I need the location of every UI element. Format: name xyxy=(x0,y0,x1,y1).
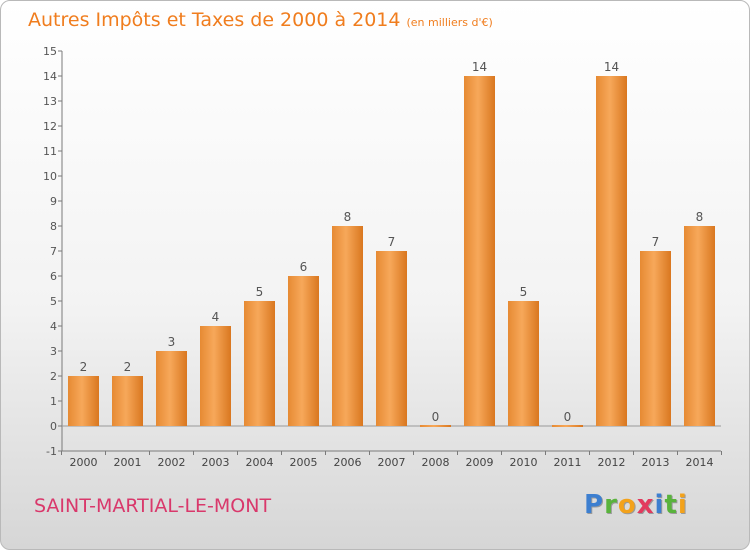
bar xyxy=(640,251,671,426)
bar xyxy=(200,326,231,426)
y-tick-label: 1 xyxy=(50,395,57,408)
data-labels: 2 2 3 4 5 6 8 7 0 14 5 0 14 7 8 xyxy=(80,60,704,424)
y-tick-label: 15 xyxy=(43,45,57,58)
y-tick-label: 9 xyxy=(50,195,57,208)
data-label: 2 xyxy=(80,360,88,374)
bar xyxy=(112,376,143,426)
y-tick-label: -1 xyxy=(46,445,57,458)
x-tick-label: 2013 xyxy=(642,456,670,469)
bar xyxy=(464,76,495,426)
x-tick-label: 2000 xyxy=(70,456,98,469)
data-label: 3 xyxy=(168,335,176,349)
data-label: 7 xyxy=(388,235,396,249)
data-label: 7 xyxy=(652,235,660,249)
bar xyxy=(552,425,583,427)
y-tick-label: 2 xyxy=(50,370,57,383)
x-tick-label: 2011 xyxy=(554,456,582,469)
x-tick-label: 2004 xyxy=(246,456,274,469)
x-tick-label: 2002 xyxy=(158,456,186,469)
chart-subtitle: (en milliers d'€) xyxy=(406,16,493,29)
x-tick-label: 2003 xyxy=(202,456,230,469)
logo-letter: P xyxy=(584,490,605,520)
bar xyxy=(596,76,627,426)
x-tick-label: 2005 xyxy=(290,456,318,469)
x-tick-label: 2012 xyxy=(598,456,626,469)
y-tick-label: 7 xyxy=(50,245,57,258)
data-label: 14 xyxy=(472,60,487,74)
data-label: 5 xyxy=(256,285,264,299)
bar xyxy=(376,251,407,426)
data-label: 14 xyxy=(604,60,619,74)
logo-letter: i xyxy=(654,490,665,520)
bar xyxy=(684,226,715,426)
x-tick-label: 2010 xyxy=(510,456,538,469)
data-label: 0 xyxy=(564,410,572,424)
data-label: 0 xyxy=(432,410,440,424)
proxiti-logo[interactable]: Proxiti xyxy=(584,490,688,520)
chart-title: Autres Impôts et Taxes de 2000 à 2014 (en… xyxy=(28,9,493,31)
logo-letter: i xyxy=(677,490,688,520)
data-label: 6 xyxy=(300,260,308,274)
chart-title-text: Autres Impôts et Taxes de 2000 à 2014 xyxy=(28,9,401,31)
y-tick-label: 5 xyxy=(50,295,57,308)
bar xyxy=(508,301,539,426)
bar xyxy=(68,376,99,426)
y-tick-label: 13 xyxy=(43,95,57,108)
bar xyxy=(244,301,275,426)
data-label: 8 xyxy=(696,210,704,224)
logo-letter: x xyxy=(636,490,655,520)
city-name: SAINT-MARTIAL-LE-MONT xyxy=(34,495,272,517)
data-label: 8 xyxy=(344,210,352,224)
x-tick-label: 2009 xyxy=(466,456,494,469)
y-tick-label: 14 xyxy=(43,70,57,83)
bar xyxy=(420,425,451,427)
y-tick-label: 3 xyxy=(50,345,57,358)
bar xyxy=(156,351,187,426)
data-label: 4 xyxy=(212,310,220,324)
y-tick-label: 10 xyxy=(43,170,57,183)
logo-letter: r xyxy=(604,490,618,520)
data-label: 5 xyxy=(520,285,528,299)
y-tick-label: 8 xyxy=(50,220,57,233)
y-tick-label: 11 xyxy=(43,145,57,158)
x-tick-label: 2006 xyxy=(334,456,362,469)
logo-letter: t xyxy=(664,490,678,520)
x-tick-label: 2007 xyxy=(378,456,406,469)
data-label: 2 xyxy=(124,360,132,374)
bar xyxy=(332,226,363,426)
bars xyxy=(68,76,715,427)
x-tick-label: 2014 xyxy=(686,456,714,469)
logo-letter: o xyxy=(617,490,637,520)
x-tick-label: 2008 xyxy=(422,456,450,469)
y-tick-label: 4 xyxy=(50,320,57,333)
bar xyxy=(288,276,319,426)
y-tick-label: 0 xyxy=(50,420,57,433)
x-tick-label: 2001 xyxy=(114,456,142,469)
y-tick-label: 12 xyxy=(43,120,57,133)
y-tick-label: 6 xyxy=(50,270,57,283)
